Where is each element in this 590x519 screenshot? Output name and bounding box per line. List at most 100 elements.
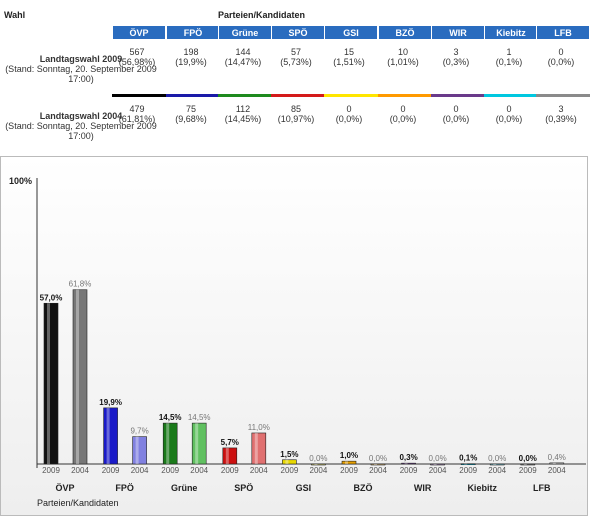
party-header-gsi[interactable]: GSI (324, 25, 378, 40)
bar-value-label: 11,0% (248, 423, 270, 432)
party-color-strip (378, 94, 432, 97)
bar-2004-spö (251, 432, 267, 465)
bar-highlight (135, 436, 139, 464)
vote-percent: (56,98%) (118, 57, 156, 67)
vote-percent: (10,97%) (277, 114, 315, 124)
vote-count: 198 (183, 47, 199, 57)
bar-2009-spö (222, 447, 238, 465)
vote-percent: (19,9%) (175, 57, 207, 67)
bar-highlight (254, 432, 258, 464)
result-cell: 479 (61,81%) (112, 104, 162, 124)
bar-value-label: 0,0% (309, 454, 327, 463)
bar-value-label: 5,7% (221, 438, 239, 447)
bar-highlight (47, 303, 50, 464)
party-color-strip (431, 94, 485, 97)
bar-highlight (76, 289, 79, 464)
party-header-lfb[interactable]: LFB (536, 25, 590, 40)
bar-highlight (106, 407, 110, 464)
bar-2004-wir (430, 463, 445, 466)
result-cell: 3 (0,3%) (431, 47, 481, 67)
vote-count: 0 (453, 104, 459, 114)
bar-value-label: 61,8% (69, 280, 92, 289)
result-cell: 144 (14,47%) (218, 47, 268, 67)
vote-count: 479 (129, 104, 145, 114)
bar-value-label: 0,3% (399, 453, 417, 462)
vote-percent: (0,1%) (495, 57, 523, 67)
vote-percent: (1,51%) (333, 57, 365, 67)
result-cell: 75 (9,68%) (166, 104, 216, 124)
bar-2004-övp (72, 289, 88, 465)
series-year-label: 2004 (250, 466, 268, 475)
vote-count: 112 (235, 104, 251, 114)
bar-2009-grüne (162, 422, 178, 465)
bar-highlight (225, 447, 229, 464)
party-header-fpö[interactable]: FPÖ (166, 25, 220, 40)
series-year-label: 2004 (131, 466, 149, 475)
party-color-strip (218, 94, 272, 97)
party-header-wir[interactable]: WIR (431, 25, 485, 40)
bar-2004-gsi (311, 463, 326, 466)
vote-count: 75 (185, 104, 196, 114)
vote-count: 3 (453, 47, 459, 57)
result-cell: 198 (19,9%) (166, 47, 216, 67)
vote-percent: (61,81%) (118, 114, 156, 124)
series-year-label: 2009 (519, 466, 537, 475)
x-axis-label: Parteien/Kandidaten (37, 498, 119, 508)
category-label-lfb: LFB (533, 483, 551, 493)
party-header-bzö[interactable]: BZÖ (378, 25, 432, 40)
series-year-label: 2009 (42, 466, 60, 475)
party-color-strip (324, 94, 378, 97)
series-year-label: 2004 (310, 466, 328, 475)
category-label-bzö: BZÖ (354, 483, 373, 493)
bar-value-label: 0,0% (428, 454, 446, 463)
category-label-övp: ÖVP (55, 483, 74, 493)
bar-2004-grüne (191, 422, 207, 465)
bar-2004-bzö (370, 463, 386, 466)
party-header-spö[interactable]: SPÖ (271, 25, 325, 40)
election-title[interactable]: Landtagswahl 2009 (39, 54, 123, 64)
category-label-spö: SPÖ (234, 483, 253, 493)
series-year-label: 2004 (488, 466, 506, 475)
bar-highlight (166, 423, 170, 464)
party-header-kiebitz[interactable]: Kiebitz (484, 25, 538, 40)
series-year-label: 2009 (400, 466, 418, 475)
election-label: Landtagswahl 2004 (Stand: Sonntag, 20. Se… (2, 111, 160, 141)
bar-value-label: 14,5% (159, 413, 182, 422)
vote-percent: (0,0%) (335, 114, 363, 124)
series-year-label: 2004 (429, 466, 447, 475)
result-cell: 567 (56,98%) (112, 47, 162, 67)
bar-value-label: 57,0% (40, 293, 63, 302)
vote-percent: (0,0%) (389, 114, 417, 124)
vote-percent: (0,0%) (442, 114, 470, 124)
bar-highlight (523, 464, 527, 465)
vote-percent: (0,0%) (547, 57, 575, 67)
result-cell: 1 (0,1%) (484, 47, 534, 67)
vote-count: 0 (346, 104, 352, 114)
vote-count: 144 (235, 47, 251, 57)
result-cell: 3 (0,39%) (536, 104, 586, 124)
vote-count: 567 (129, 47, 145, 57)
election-title[interactable]: Landtagswahl 2004 (39, 111, 123, 121)
bar-value-label: 9,7% (130, 427, 148, 436)
category-label-wir: WIR (414, 483, 432, 493)
series-year-label: 2004 (190, 466, 208, 475)
bar-2009-wir (401, 462, 416, 465)
party-header-grüne[interactable]: Grüne (218, 25, 272, 40)
bar-2004-kiebitz (489, 463, 505, 466)
vote-percent: (5,73%) (280, 57, 312, 67)
party-header-övp[interactable]: ÖVP (112, 25, 166, 40)
bar-highlight (433, 464, 437, 465)
result-cell: 0 (0,0%) (431, 104, 481, 124)
series-year-label: 2009 (102, 466, 120, 475)
bar-2009-övp (43, 302, 59, 465)
vote-count: 0 (558, 47, 564, 57)
vote-count: 57 (290, 47, 301, 57)
series-year-label: 2004 (548, 466, 566, 475)
series-year-label: 2004 (369, 466, 387, 475)
bar-highlight (285, 459, 289, 464)
bar-value-label: 1,5% (280, 450, 298, 459)
bar-highlight (374, 464, 377, 465)
bar-highlight (552, 462, 556, 464)
bar-value-label: 0,4% (548, 453, 566, 462)
bar-value-label: 19,9% (99, 398, 122, 407)
